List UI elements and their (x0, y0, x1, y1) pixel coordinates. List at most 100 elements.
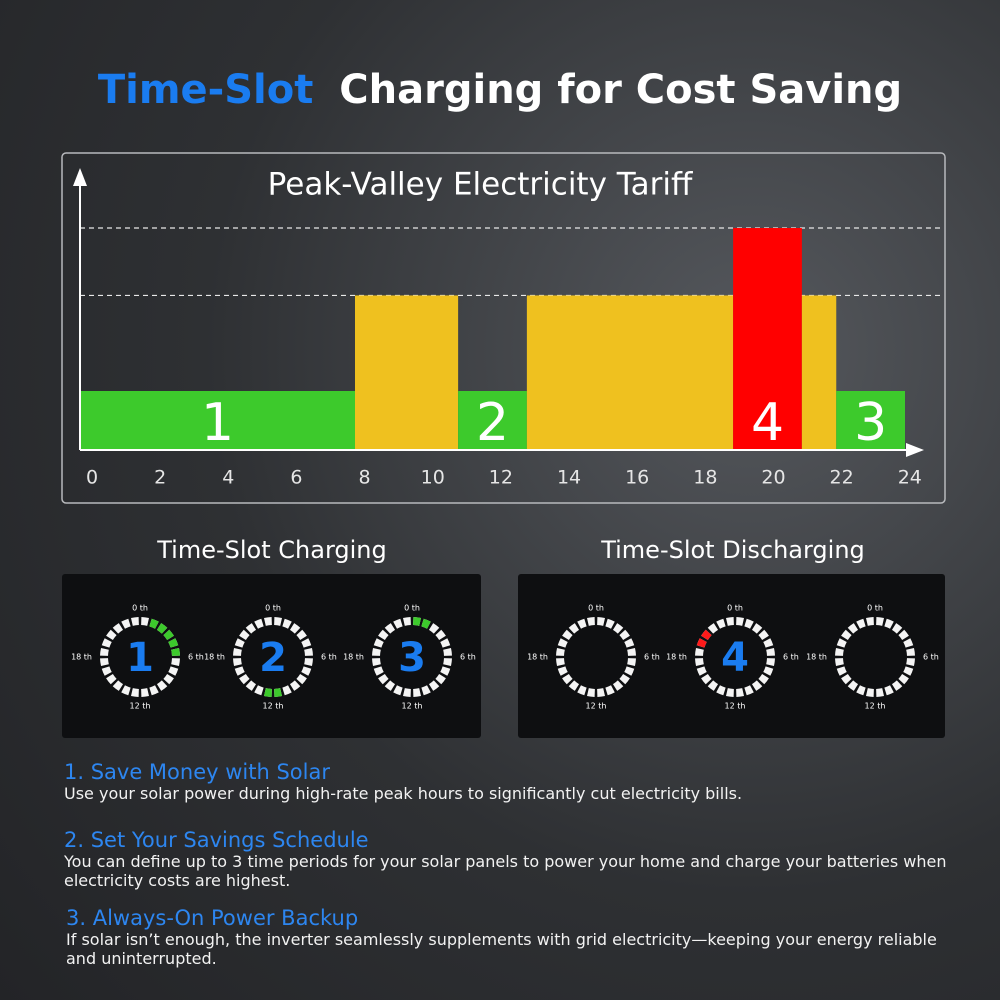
dial-segment (435, 673, 446, 685)
chart-title: Peak-Valley Electricity Tariff (268, 167, 693, 203)
dial-segment (106, 629, 117, 641)
x-tick-label: 2 (154, 467, 166, 489)
dial-segment (156, 680, 168, 691)
dial-segment (856, 618, 866, 629)
dial-segment (619, 673, 630, 685)
dial-segment (758, 673, 769, 685)
dial-segment (101, 638, 112, 648)
dial-segment (101, 666, 112, 676)
dial-segment (556, 648, 565, 656)
dial-highlight (171, 648, 180, 656)
title-rest: Charging for Cost Saving (339, 67, 902, 113)
dial-highlight (696, 638, 707, 648)
dial-segment (384, 680, 396, 691)
dial-segment (131, 688, 139, 697)
hour-label: 6 th (188, 653, 204, 662)
tariff-chart: 1 2 4 30 2 4 6 8 10 12 14 16 18 20 22 24 (73, 168, 940, 489)
dial-segment (587, 688, 595, 697)
dial-segment (898, 673, 909, 685)
x-tick-label: 16 (625, 467, 649, 489)
dial-segment (876, 617, 884, 626)
dial-segment (736, 617, 744, 626)
dial-segment (884, 618, 894, 629)
section: 1. Save Money with Solar Use your solar p… (64, 760, 964, 803)
dial-segment (233, 648, 242, 656)
dial-segment (435, 629, 446, 641)
hour-label: 12 th (263, 702, 284, 711)
dial-segment (443, 648, 452, 656)
dial-segment (751, 623, 763, 634)
dial-segment (763, 666, 774, 676)
dial-segment (597, 688, 605, 697)
dial-segment (264, 617, 272, 626)
dial-segment (557, 666, 568, 676)
title-highlight: Time-Slot (98, 67, 314, 113)
dial-segment (627, 648, 636, 656)
dial-segment (597, 617, 605, 626)
dial-segment (612, 680, 624, 691)
dial-segment (562, 629, 573, 641)
dial-segment (695, 648, 704, 656)
dial-segment (239, 673, 250, 685)
dial-segment (168, 666, 179, 676)
dial-highlight (163, 629, 174, 641)
dial-segment (254, 685, 264, 696)
dial-segment (835, 658, 844, 666)
dial-segment (903, 638, 914, 648)
dial-segment (884, 685, 894, 696)
hour-label: 6 th (321, 653, 337, 662)
dial-segment (557, 638, 568, 648)
section: 2. Set Your Savings Schedule You can defi… (64, 828, 964, 890)
hour-label: 0 th (132, 604, 148, 613)
dial-segment (149, 685, 159, 696)
hour-label: 18 th (806, 653, 827, 662)
dial-segment (384, 623, 396, 634)
dial-segment (106, 673, 117, 685)
dial-segment (378, 629, 389, 641)
dial-number: 1 (126, 635, 154, 681)
dial-segment (254, 618, 264, 629)
dial-segment (289, 680, 301, 691)
x-tick-label: 24 (898, 467, 922, 489)
dial-segment (696, 666, 707, 676)
panel (518, 574, 945, 738)
section-body: If solar isn’t enough, the inverter seam… (66, 930, 937, 968)
panel-title: Time-Slot Charging (156, 536, 387, 564)
hour-label: 0 th (867, 604, 883, 613)
dial-segment (744, 685, 754, 696)
bar (526, 295, 734, 450)
dial-segment (171, 658, 180, 666)
dial-segment (605, 618, 615, 629)
dial-segment (587, 617, 595, 626)
bar (733, 228, 802, 450)
main-title: Time-Slot Charging for Cost Saving (98, 67, 902, 113)
hour-label: 6 th (923, 653, 939, 662)
x-tick-label: 22 (830, 467, 854, 489)
hour-label: 6 th (644, 653, 660, 662)
dial-segment (556, 658, 565, 666)
dial-highlight (168, 638, 179, 648)
dial-segment (378, 673, 389, 685)
hour-label: 0 th (265, 604, 281, 613)
dial-segment (898, 629, 909, 641)
dial-segment (847, 623, 859, 634)
dial-segment (234, 666, 245, 676)
dial-segment (624, 638, 635, 648)
dial-segment (274, 617, 282, 626)
dial-segment (421, 685, 431, 696)
hour-label: 6 th (460, 653, 476, 662)
dial-panels: Time-Slot Charging 1 0 th 6 th 12 th 18 th 2 0 … (62, 536, 945, 738)
dial-segment (131, 617, 139, 626)
dial-segment (403, 617, 411, 626)
panel-title: Time-Slot Discharging (600, 536, 865, 564)
dial-segment (372, 658, 381, 666)
dial-segment (891, 623, 903, 634)
section-heading: 3. Always-On Power Backup (66, 906, 359, 930)
dial-segment (372, 648, 381, 656)
dial-segment (624, 666, 635, 676)
hour-label: 6 th (783, 653, 799, 662)
dial-segment (304, 648, 313, 656)
dial-highlight (264, 688, 272, 697)
dial-segment (112, 680, 124, 691)
dial-segment (866, 688, 874, 697)
